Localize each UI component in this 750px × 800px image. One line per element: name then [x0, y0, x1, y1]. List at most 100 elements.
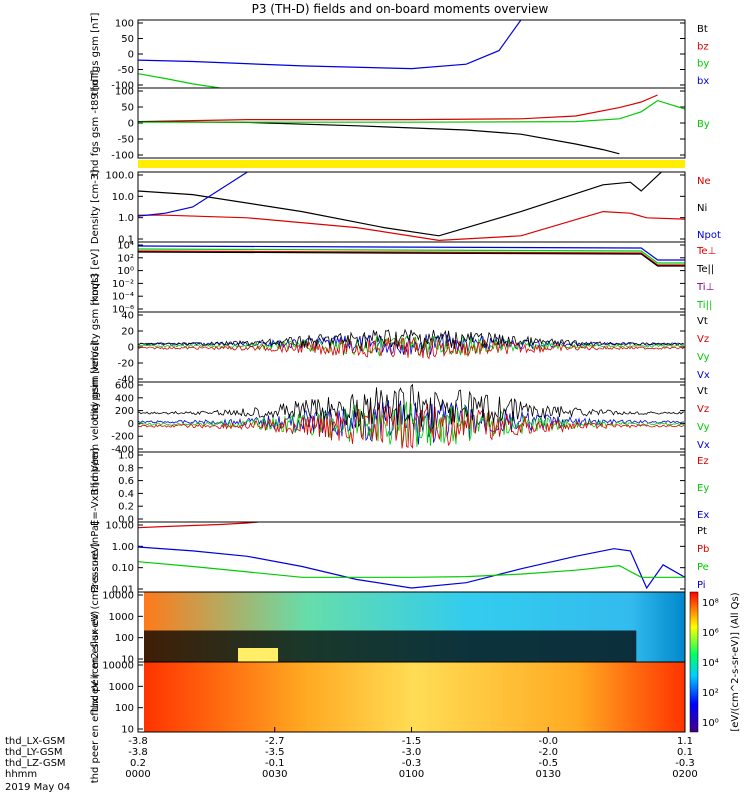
panel-7: E=-VxB [mV/m] 1.00.8 0.6 0.4 0.2 0.0 Ez Ey Ex	[90, 448, 709, 526]
panel-8-legend: Pt	[697, 526, 707, 537]
series-red	[138, 94, 658, 123]
panel-4-ytick: 10⁻²	[112, 279, 134, 290]
date-label: 2019 May 04	[5, 782, 70, 793]
xaxis-value: -0.5	[538, 758, 558, 769]
panel-1-legend: by	[697, 59, 709, 70]
xaxis-value: 0200	[672, 769, 697, 780]
panel-4-legend: Te||	[696, 264, 714, 275]
panel-6-ytick: 200	[115, 406, 134, 417]
panel-4-legend: Te⊥	[696, 246, 716, 257]
colorbar-tick: 10²	[702, 688, 719, 699]
panel-1-ytick: 100	[115, 19, 134, 30]
panel-1-legend: bx	[697, 76, 709, 87]
panel-9: thd peir en eflux eV (cm2-s-sr-eV) 100001…	[90, 542, 686, 712]
panel-1-ylabel: thd fgs gsm [nT]	[90, 13, 101, 96]
panel-10-ytick: 1000	[109, 682, 134, 693]
panel-1-legend: bz	[697, 41, 709, 52]
series-bx	[138, 20, 522, 70]
xaxis-value: 0100	[399, 769, 424, 780]
panel-5-ytick: -40	[118, 375, 134, 386]
panel-4-ytick: 10⁻⁴	[112, 292, 134, 303]
xaxis-row-label: thd_LZ-GSM	[5, 758, 66, 769]
panel-2-ytick: 0	[128, 119, 134, 130]
panel-5-ytick: 0	[128, 343, 134, 354]
temperature-trace	[138, 248, 685, 264]
xaxis-value: 0.2	[130, 758, 146, 769]
panel-1-ytick: -50	[118, 65, 134, 76]
series-Ni	[138, 172, 663, 237]
colorbar-tick: 10⁰	[702, 718, 719, 729]
panel-1: thd fgs gsm [nT] 100 50 0 -50 -100 Bt bz by bx	[90, 13, 709, 96]
panel-7-ytick: 0.2	[118, 502, 134, 513]
temperature-trace	[138, 250, 685, 266]
panel-10-ytick: 100	[115, 703, 134, 714]
panel-8-ytick: 0.01	[112, 585, 134, 596]
panel-6-ytick: -200	[111, 432, 134, 443]
panel-6-legend: Vx	[697, 440, 710, 451]
panel-8-legend: Pe	[697, 562, 709, 573]
panel-4-ytick: 10⁻⁶	[112, 305, 134, 316]
panels-group: thd fgs gsm [nT] 100500-50-100Btbzbybxthd…	[90, 13, 721, 784]
panel-5-legend: Vx	[697, 370, 710, 381]
panel-5-ytick: -20	[118, 359, 134, 370]
panel-9-ytick: 10000	[102, 591, 134, 602]
panel-4-ylabel: moqt3 [eV]	[90, 249, 101, 306]
series-Npot	[138, 172, 248, 217]
panel-9-ytick: 10	[121, 655, 134, 666]
xaxis-value: 0030	[262, 769, 287, 780]
xaxis-value: -0.0	[538, 736, 558, 747]
colorbar-tick: 10⁴	[702, 658, 719, 669]
panel-8-ytick: 0.10	[112, 563, 134, 574]
series-Pe	[138, 561, 685, 578]
panel-8-ytick: 10.00	[105, 521, 134, 532]
panel-8-ytick: 1.00	[112, 542, 134, 553]
panel-2-legend: By	[697, 119, 710, 130]
panel-6-ytick: -400	[111, 445, 134, 456]
xaxis-value: -0.1	[265, 758, 285, 769]
panel-5-ytick: 40	[121, 311, 134, 322]
panel-9-ytick: 100	[115, 633, 134, 644]
series-Pb	[138, 522, 259, 529]
xaxis-value: 0.1	[677, 747, 693, 758]
xaxis-value: -3.8	[128, 736, 148, 747]
colorbar-gradient	[689, 591, 699, 733]
xaxis-value: -0.3	[402, 758, 422, 769]
panel-4-ytick: 10²	[117, 253, 134, 264]
panel-7-ytick: 0.0	[118, 515, 134, 526]
temperature-trace	[138, 245, 685, 261]
colorbar-label: [eV/(cm^2-s-sr-eV)] (All Qs)	[730, 592, 741, 731]
panel-6-ytick: 0	[128, 419, 134, 430]
panel-8: Pressure [nPa] 10.00 1.00 0.10 0.01 Pt Pb Pe Pi	[90, 521, 709, 596]
panel-3: Density [cm-3] 100.0 10.0 1.0 0.1 Ne Ni Npot	[90, 170, 721, 246]
panel-2-ylabel: thd fgs gsm -t89 [nT]	[90, 70, 101, 176]
panel-10-ytick: 10	[121, 725, 134, 736]
panel-5-legend: Vy	[697, 352, 710, 363]
panel-1-ytick: 50	[121, 34, 134, 45]
heatmap-field	[144, 662, 685, 732]
panel-3-legend: Ni	[697, 203, 707, 214]
colorbar-tick: 10⁶	[702, 628, 719, 639]
panel-7-legend: Ey	[697, 483, 709, 494]
xaxis-row-label: thd_LX-GSM	[5, 736, 65, 747]
xaxis-value: -3.8	[128, 747, 148, 758]
xaxis-row-label: thd_LY-GSM	[5, 747, 62, 758]
xaxis-value: 0000	[125, 769, 150, 780]
panel-8-legend: Pb	[697, 544, 709, 555]
panel-10-ytick: 10000	[102, 661, 134, 672]
panel-5-legend: Vz	[697, 334, 709, 345]
panel-8-ylabel: Pressure [nPa]	[90, 521, 101, 593]
panel-7-ytick: 1.0	[118, 451, 134, 462]
panel-6-legend: Vz	[697, 404, 709, 415]
panel-3-ytick: 10.0	[112, 192, 134, 203]
panel-4-legend: Ti⊥	[696, 282, 714, 293]
panel-7-ytick: 0.8	[118, 463, 134, 474]
panel-3-ytick: 0.1	[118, 235, 134, 246]
panel-4-legend: Ti||	[696, 300, 712, 311]
xaxis-value: -2.7	[265, 736, 285, 747]
panel-3-legend: Ne	[697, 176, 711, 187]
panel-7-ytick: 0.6	[118, 476, 134, 487]
velocity-trace	[138, 401, 685, 447]
panel-6-ylabel: thd peem velocity gsm [km/s]	[90, 342, 101, 492]
